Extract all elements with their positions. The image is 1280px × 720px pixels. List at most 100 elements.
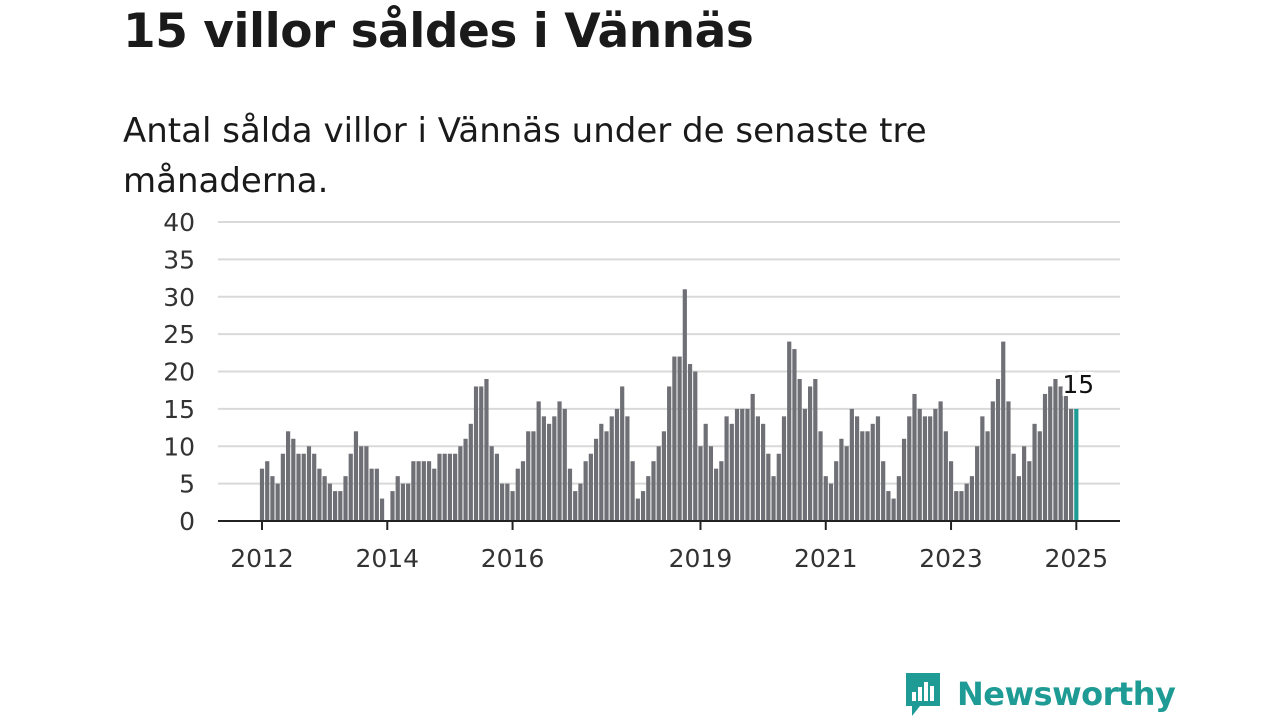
bar xyxy=(959,491,964,521)
bar xyxy=(374,468,379,521)
bar xyxy=(975,446,980,521)
bars xyxy=(259,289,1079,521)
bar xyxy=(640,491,646,521)
x-tick-label: 2014 xyxy=(355,544,419,573)
bar xyxy=(609,416,614,521)
bar xyxy=(1053,378,1058,521)
bar xyxy=(280,453,285,521)
bar xyxy=(667,386,672,521)
bar xyxy=(447,453,453,521)
bar xyxy=(943,431,948,521)
bar xyxy=(614,408,620,521)
bar xyxy=(969,476,975,521)
bar xyxy=(1027,461,1032,521)
x-tick-label: 2016 xyxy=(481,544,545,573)
bar xyxy=(359,446,364,521)
bar xyxy=(1016,476,1021,521)
bar xyxy=(708,446,714,521)
bar xyxy=(896,476,901,521)
bar xyxy=(1063,393,1068,521)
bar xyxy=(1058,386,1063,521)
bar xyxy=(395,476,400,521)
bar xyxy=(933,408,938,521)
chart-title: 15 villor såldes i Vännäs xyxy=(123,4,754,59)
bar xyxy=(317,468,322,521)
bar xyxy=(630,461,635,521)
bar xyxy=(703,423,708,521)
bar xyxy=(771,476,776,521)
bar xyxy=(901,438,907,521)
bar xyxy=(792,349,797,521)
bar xyxy=(296,453,301,521)
x-tick-label: 2019 xyxy=(669,544,733,573)
bar xyxy=(265,461,270,521)
bar xyxy=(1011,453,1016,521)
bar xyxy=(322,476,327,521)
bar xyxy=(567,468,573,521)
bar xyxy=(312,453,317,521)
bar xyxy=(797,378,802,521)
bar xyxy=(259,468,265,521)
y-tick-label: 10 xyxy=(163,432,195,461)
bar xyxy=(687,364,693,521)
bar xyxy=(338,491,343,521)
bar xyxy=(1032,423,1037,521)
newsworthy-logo[interactable]: Newsworthy xyxy=(903,670,1176,718)
bar xyxy=(661,431,667,521)
bar xyxy=(954,491,959,521)
bar xyxy=(823,476,828,521)
bar xyxy=(479,386,484,521)
bar xyxy=(547,423,552,521)
bar xyxy=(541,416,546,521)
bar xyxy=(635,498,640,521)
bar xyxy=(844,446,849,521)
bar xyxy=(458,446,463,521)
bar xyxy=(860,431,865,521)
bar xyxy=(348,453,353,521)
y-tick-label: 5 xyxy=(179,470,195,499)
bar xyxy=(990,401,995,521)
bar xyxy=(985,431,990,521)
bar xyxy=(505,483,510,521)
newsworthy-logo-icon xyxy=(906,673,940,716)
bar xyxy=(604,431,609,521)
bar xyxy=(922,416,928,521)
bar xyxy=(734,408,740,521)
bar xyxy=(651,461,656,521)
bar xyxy=(286,431,291,521)
bar xyxy=(745,408,750,521)
bar xyxy=(442,453,447,521)
bar xyxy=(875,416,881,521)
bar xyxy=(620,386,625,521)
bar xyxy=(421,461,426,521)
x-tick-label: 2025 xyxy=(1045,544,1109,573)
bar xyxy=(306,446,312,521)
bar xyxy=(1048,386,1053,521)
bar xyxy=(489,446,494,521)
bar xyxy=(1006,401,1011,521)
y-tick-label: 30 xyxy=(163,283,195,312)
bar xyxy=(364,446,369,521)
last-value-label: 15 xyxy=(1062,370,1094,399)
bar xyxy=(416,461,421,521)
x-axis-ticks: 2012 2014 2016 2019 2021 2023 2025 xyxy=(230,521,1108,573)
bar xyxy=(995,378,1001,521)
bar xyxy=(776,453,781,521)
bar xyxy=(593,438,599,521)
bar xyxy=(865,431,870,521)
x-tick-label: 2012 xyxy=(230,544,294,573)
bar xyxy=(473,386,479,521)
bar xyxy=(353,431,359,521)
bar xyxy=(1074,408,1079,521)
bar xyxy=(1069,408,1074,521)
bar xyxy=(510,491,515,521)
bar xyxy=(802,408,807,521)
bar xyxy=(881,461,886,521)
bar xyxy=(1042,393,1048,521)
bar xyxy=(531,431,536,521)
chart-subtitle: Antal sålda villor i Vännäs under de sen… xyxy=(123,111,927,201)
bar xyxy=(724,416,729,521)
bar xyxy=(938,401,943,521)
bar xyxy=(677,356,682,521)
